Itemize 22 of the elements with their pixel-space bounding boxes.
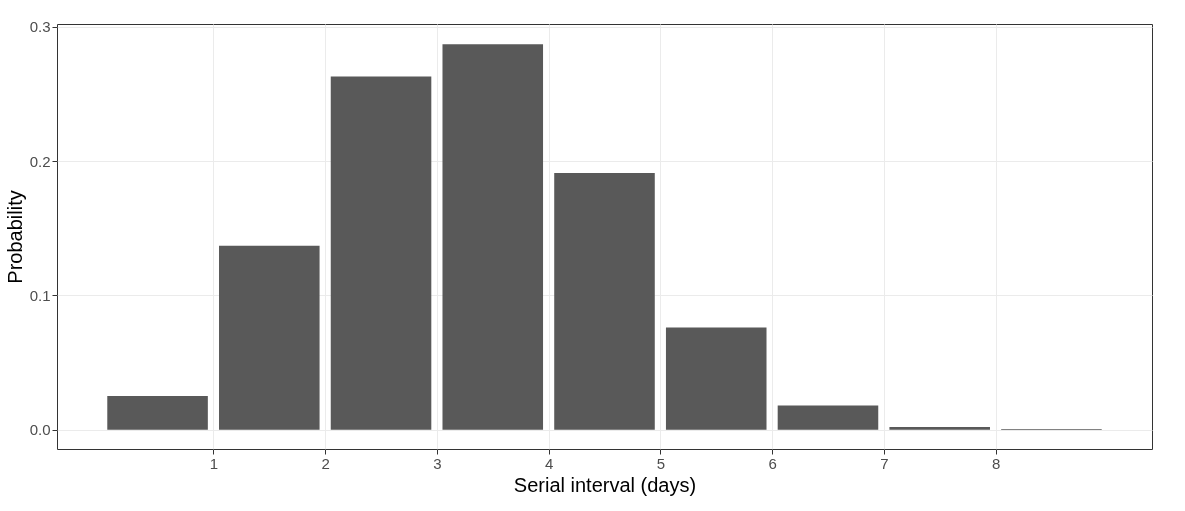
x-tick-label: 5: [656, 454, 666, 472]
x-tick-label: 6: [768, 454, 777, 472]
x-tick-label: 1: [209, 454, 219, 472]
bar: [554, 173, 655, 430]
x-tick-label: 2: [321, 454, 330, 472]
bar: [219, 245, 320, 430]
bar: [777, 405, 879, 430]
y-tick-label: 0.3: [29, 18, 51, 36]
x-tick-label: 7: [880, 454, 889, 472]
x-tick-label: 8: [991, 454, 1001, 472]
y-tick-label: 0.1: [29, 286, 51, 304]
bar: [330, 76, 432, 430]
x-axis-title: Serial interval (days): [513, 473, 697, 496]
y-tick-label: 0.0: [29, 421, 51, 439]
x-tick-label: 3: [433, 454, 442, 472]
bar: [442, 44, 544, 430]
bar: [889, 426, 990, 430]
y-axis-title: Probability: [3, 190, 26, 284]
x-tick-label: 4: [544, 454, 554, 472]
bar: [107, 396, 208, 430]
bar: [665, 327, 767, 430]
y-tick-label: 0.2: [29, 152, 51, 170]
